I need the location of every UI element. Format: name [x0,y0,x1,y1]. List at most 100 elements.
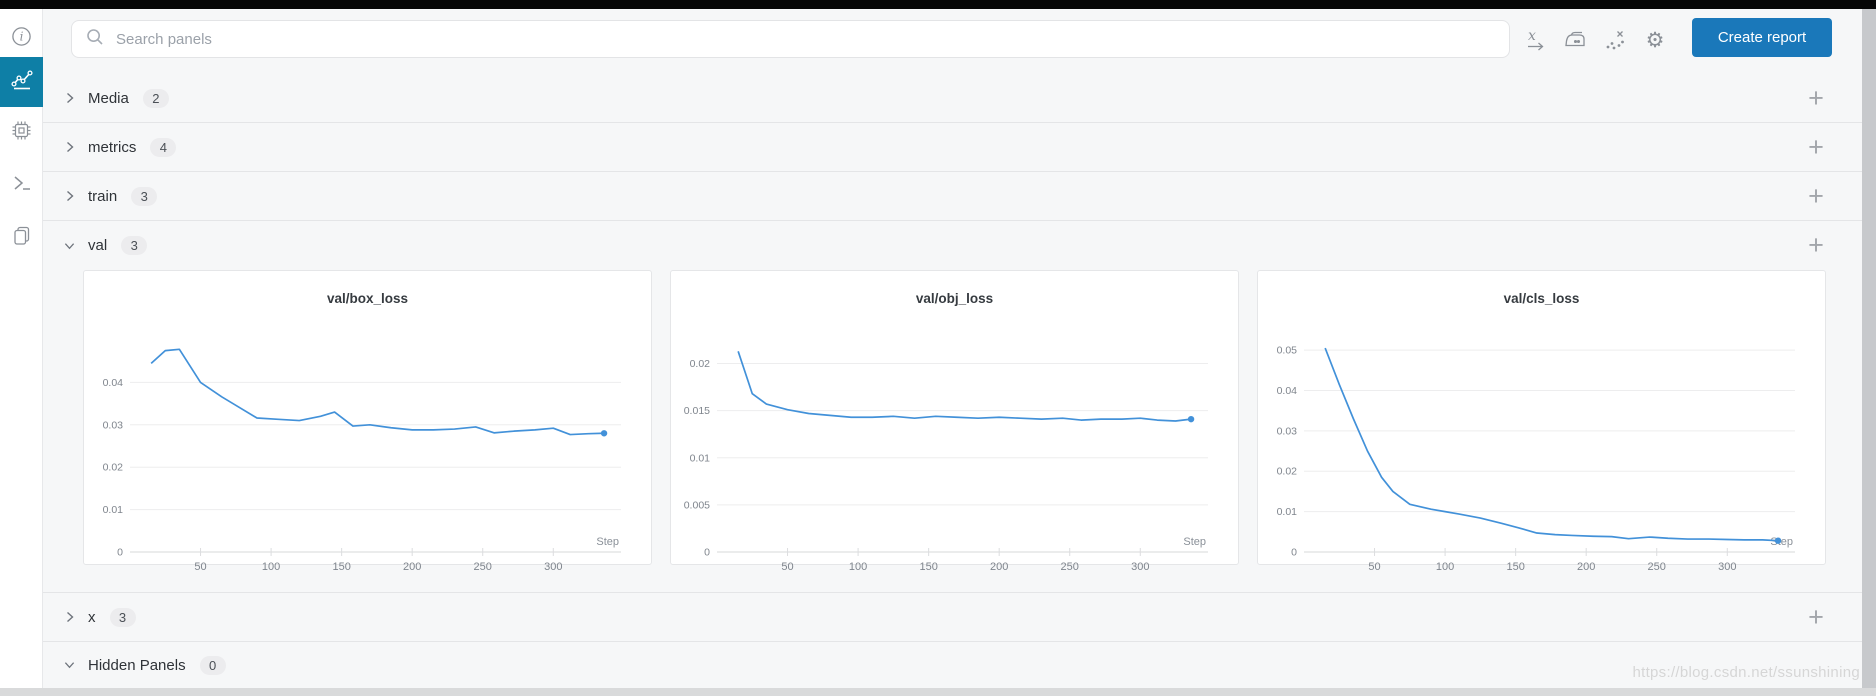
chart-panel-val-obj-loss[interactable]: val/obj_loss 0 0.005 0.01 0.015 0.02 50 100 150… [670,270,1239,573]
svg-text:250: 250 [1061,561,1079,573]
sidebar-item-panels[interactable] [0,57,43,107]
section-count-badge: 4 [150,137,177,157]
svg-text:Step: Step [596,536,619,548]
settings-gear-icon[interactable]: ⚙ [1642,27,1668,53]
svg-text:0.03: 0.03 [1277,425,1298,437]
svg-text:200: 200 [403,561,421,573]
svg-text:0.04: 0.04 [103,377,124,389]
section-label: train [88,187,118,205]
svg-text:0.01: 0.01 [690,452,711,464]
info-icon: i [10,25,33,53]
add-panel-button[interactable]: + [1808,601,1824,632]
add-panel-button[interactable]: + [1808,180,1824,211]
sidebar-item-files[interactable] [0,212,43,262]
svg-text:50: 50 [781,561,793,573]
chart-title: val/obj_loss [915,291,994,306]
section-label: Hidden Panels [88,656,186,674]
section-count-badge: 3 [109,607,136,627]
svg-text:200: 200 [1577,561,1595,573]
svg-text:0.005: 0.005 [684,499,710,511]
section-count-badge: 3 [121,236,148,255]
files-icon [10,223,34,252]
section-count-badge: 3 [131,186,158,206]
svg-text:100: 100 [1436,561,1454,573]
chevron-down-icon [64,660,75,670]
svg-text:250: 250 [474,561,492,573]
svg-text:0.01: 0.01 [103,504,124,516]
section-label: Media [88,89,129,107]
section-row-train[interactable]: train 3 + [43,172,1862,221]
chart-panel-val-cls-loss[interactable]: val/cls_loss 0 0.01 0.02 0.03 0.04 0.05 50 100 1… [1257,270,1826,573]
search-panels-input[interactable] [114,29,1509,49]
svg-text:0.05: 0.05 [1277,345,1298,357]
line-chart: 0 0.005 0.01 0.015 0.02 50 100 150 200 250 300 Step [684,351,1208,573]
svg-text:200: 200 [990,561,1008,573]
smoothing-iron-icon[interactable] [1562,27,1588,53]
section-row-x[interactable]: x 3 + [43,593,1862,642]
cpu-chip-icon [9,118,34,148]
svg-text:0.02: 0.02 [690,358,711,370]
chart-panel-val-box-loss[interactable]: val/box_loss 0 0.01 0.02 0.03 0.04 50 100 150 20… [83,270,652,573]
svg-text:250: 250 [1648,561,1666,573]
add-panel-button[interactable]: + [1808,82,1824,113]
line-chart: 0 0.01 0.02 0.03 0.04 50 100 150 200 250 300 Step [103,348,621,573]
create-report-button[interactable]: Create report [1692,18,1832,57]
add-panel-button[interactable]: + [1808,131,1824,162]
line-chart-icon [9,67,35,98]
section-count-badge: 2 [142,88,169,108]
chevron-right-icon [64,92,75,104]
add-panel-button[interactable]: + [1808,230,1824,260]
sidebar-item-info[interactable]: i [0,14,43,64]
svg-text:0.01: 0.01 [1277,506,1298,518]
chart-title: val/cls_loss [1503,291,1580,306]
svg-text:Step: Step [1770,536,1793,548]
section-row-hidden-panels[interactable]: Hidden Panels 0 [43,642,1862,688]
chevron-right-icon [64,141,75,153]
svg-text:300: 300 [1131,561,1149,573]
svg-text:i: i [20,30,24,44]
sidebar-item-logs[interactable] [0,160,43,210]
watermark-text: https://blog.csdn.net/ssunshining [1632,664,1860,681]
chevron-right-icon [64,190,75,202]
svg-text:0.015: 0.015 [684,405,710,417]
svg-text:0.02: 0.02 [103,462,124,474]
outliers-icon[interactable] [1602,27,1628,53]
svg-text:0.02: 0.02 [1277,466,1298,478]
search-icon [85,27,105,52]
chart-title: val/box_loss [326,291,409,306]
search-panels-box [71,20,1510,58]
chevron-down-icon [64,241,75,251]
chevron-right-icon [64,611,75,623]
svg-text:100: 100 [262,561,280,573]
terminal-icon [10,171,34,200]
gear-glyph: ⚙ [1645,27,1665,52]
svg-text:Step: Step [1183,536,1206,548]
vertical-scrollbar[interactable] [1862,9,1876,696]
bottom-scrollbar-track [0,688,1876,696]
svg-text:300: 300 [544,561,562,573]
svg-text:150: 150 [919,561,937,573]
section-label: val [88,237,108,254]
val-section-panels: val/box_loss 0 0.01 0.02 0.03 0.04 50 100 150 20… [43,270,1862,593]
svg-text:0: 0 [117,547,123,559]
svg-text:x: x [1528,28,1536,44]
svg-text:100: 100 [849,561,867,573]
section-row-metrics[interactable]: metrics 4 + [43,123,1862,172]
sidebar-item-system[interactable] [0,108,43,158]
svg-text:150: 150 [332,561,350,573]
section-label: metrics [88,138,137,156]
section-count-badge: 0 [199,655,226,675]
section-label: x [88,608,96,626]
section-row-media[interactable]: Media 2 + [43,74,1862,123]
window-top-bar [0,0,1876,9]
svg-text:300: 300 [1718,561,1736,573]
line-chart: 0 0.01 0.02 0.03 0.04 0.05 50 100 150 200 250 300 St… [1277,345,1795,573]
left-sidebar: i [0,9,43,696]
svg-text:0.04: 0.04 [1277,385,1298,397]
svg-text:0.03: 0.03 [103,419,124,431]
svg-text:0: 0 [704,547,710,559]
x-axis-icon[interactable]: x [1523,27,1549,53]
svg-text:50: 50 [1368,561,1380,573]
section-row-val[interactable]: val 3 + [43,221,1862,270]
